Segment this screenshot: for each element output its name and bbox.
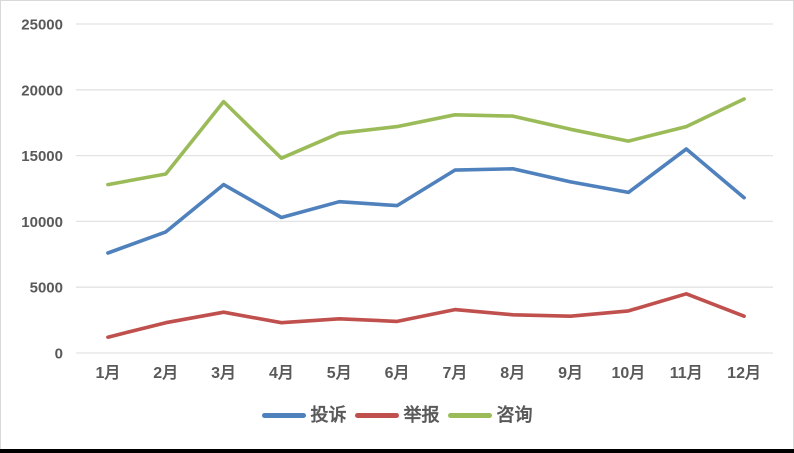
x-tick-label: 8月	[500, 364, 525, 382]
plot-area: 0 5000 10000 15000 20000 25000 1月 2月 3月 4月 5月 6月 7月 8…	[21, 17, 773, 382]
legend-item-consultations: 咨询	[447, 405, 533, 425]
x-tick-label: 12月	[727, 364, 761, 382]
series-line-1	[106, 291, 746, 340]
x-tick-label: 10月	[612, 364, 646, 382]
y-tick-label: 0	[55, 346, 63, 363]
y-tick-label: 25000	[21, 17, 63, 34]
legend-label-reports: 举报	[403, 405, 440, 425]
chart-legend: 投诉 举报 咨询	[1, 406, 793, 424]
legend-line-swatch-complaints	[261, 412, 306, 418]
legend-line-swatch-reports	[354, 412, 399, 418]
legend-item-complaints: 投诉	[261, 405, 347, 425]
y-tick-label: 15000	[21, 148, 63, 165]
x-tick-label: 5月	[327, 364, 352, 382]
x-tick-label: 4月	[269, 364, 294, 382]
x-tick-label: 3月	[211, 364, 236, 382]
y-tick-label: 20000	[21, 82, 63, 99]
legend-line-swatch-consultations	[447, 412, 492, 418]
series-line-2	[106, 97, 746, 187]
x-tick-label: 2月	[153, 364, 178, 382]
y-tick-label: 10000	[21, 214, 63, 231]
x-tick-label: 6月	[385, 364, 410, 382]
x-tick-label: 9月	[558, 364, 583, 382]
x-tick-label: 7月	[442, 364, 467, 382]
legend-item-reports: 举报	[354, 405, 440, 425]
x-tick-label: 11月	[670, 364, 703, 382]
window-bottom-edge	[0, 449, 794, 453]
legend-label-consultations: 咨询	[496, 405, 533, 425]
x-tick-label: 1月	[95, 364, 120, 382]
legend-label-complaints: 投诉	[310, 405, 347, 425]
y-tick-label: 5000	[30, 280, 63, 297]
series-line-0	[106, 147, 746, 255]
